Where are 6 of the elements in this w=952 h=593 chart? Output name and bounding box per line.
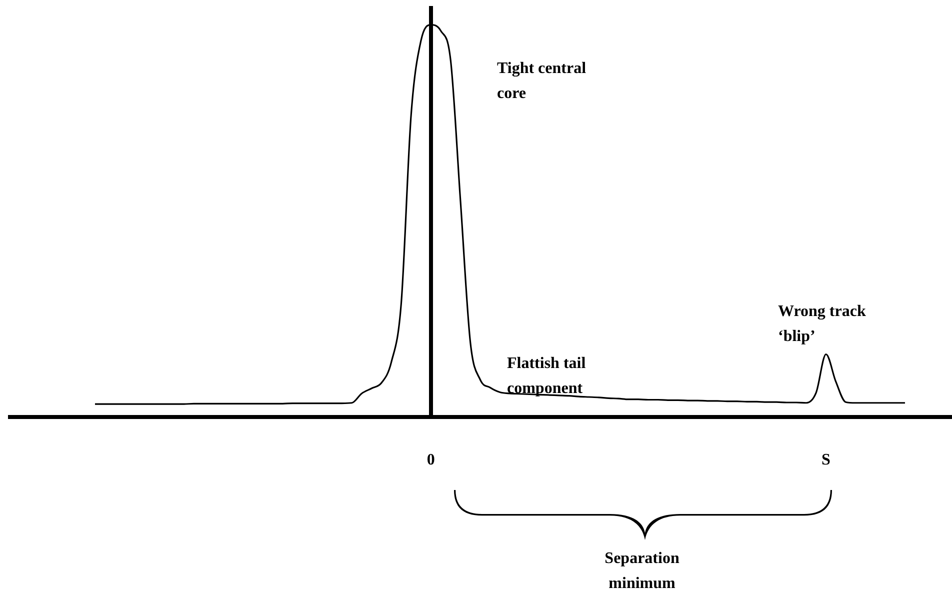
x-tick-label: S xyxy=(822,452,831,469)
annotation: Wrong track ‘blip’ xyxy=(778,303,866,345)
x-tick-label: 0 xyxy=(426,452,435,469)
text: Separation minimum xyxy=(604,550,680,592)
annotation: Tight central core xyxy=(497,60,587,102)
annotation: Flattish tail component xyxy=(507,355,586,397)
